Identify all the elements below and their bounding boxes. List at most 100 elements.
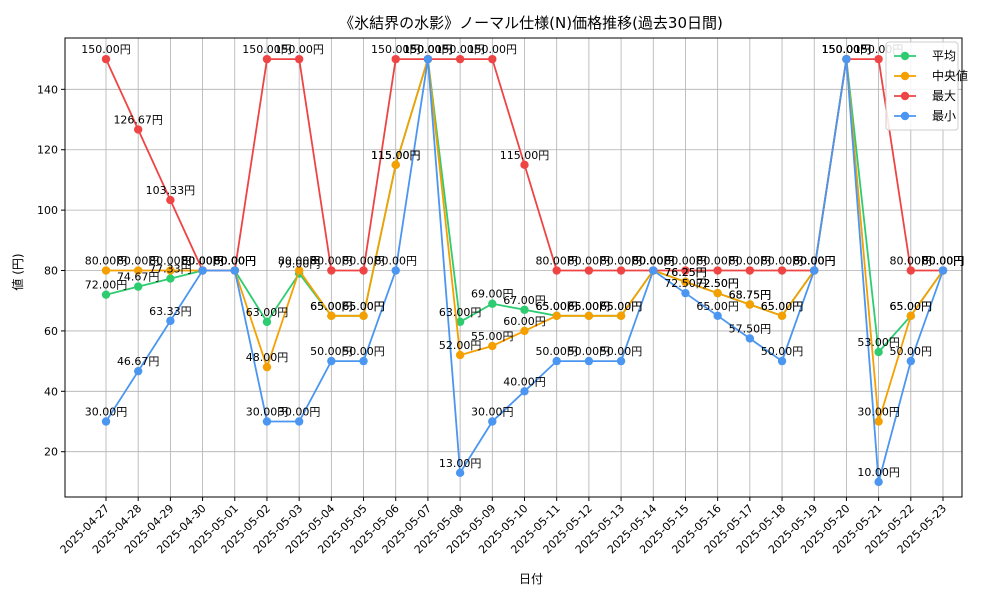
data-label: 65.00円	[310, 300, 353, 313]
data-label: 80.00円	[181, 255, 224, 268]
data-label: 63.00円	[246, 306, 289, 319]
data-label: 67.00円	[503, 294, 546, 307]
data-point	[166, 274, 175, 283]
data-point	[906, 311, 916, 321]
data-label: 50.00円	[342, 345, 385, 358]
data-label: 80.00円	[85, 255, 128, 268]
data-point	[133, 366, 143, 376]
data-point	[552, 356, 561, 366]
y-axis-label: 値 (円)	[10, 253, 25, 290]
legend-label: 平均	[932, 49, 956, 63]
data-point	[777, 356, 787, 366]
data-point	[327, 266, 336, 275]
data-point	[166, 195, 175, 205]
data-point	[294, 417, 304, 426]
data-label: 69.00円	[471, 288, 514, 301]
data-point	[777, 311, 787, 321]
data-label: 150.00円	[403, 43, 453, 56]
data-label: 150.00円	[371, 43, 421, 56]
data-point	[359, 356, 368, 366]
data-label: 150.00円	[435, 43, 485, 56]
data-point	[874, 417, 883, 426]
data-label: 150.00円	[403, 43, 453, 56]
data-point	[616, 311, 626, 321]
data-label: 80.00円	[793, 255, 836, 268]
data-label: 150.00円	[468, 43, 518, 56]
data-point	[359, 266, 368, 275]
data-point	[294, 266, 304, 275]
data-point	[488, 417, 497, 426]
data-point	[101, 266, 111, 275]
data-label: 80.00円	[214, 255, 257, 268]
data-point	[745, 266, 755, 275]
data-label: 76.25円	[664, 266, 707, 279]
data-point	[874, 54, 883, 64]
legend-label: 中央値	[932, 68, 968, 83]
data-point	[391, 160, 400, 170]
x-axis-label: 日付	[519, 572, 543, 586]
data-point	[327, 311, 336, 321]
legend-marker	[900, 51, 910, 61]
data-point	[488, 54, 497, 64]
data-label: 50.00円	[600, 345, 643, 358]
data-point	[584, 311, 594, 321]
data-label: 80.00円	[214, 255, 257, 268]
data-label: 150.00円	[822, 43, 872, 56]
data-label: 40.00円	[503, 375, 546, 388]
y-tick-label: 60	[44, 325, 58, 338]
data-label: 50.00円	[310, 345, 353, 358]
data-point	[294, 54, 304, 64]
data-point	[713, 266, 722, 275]
data-label: 115.00円	[500, 149, 550, 162]
data-point	[520, 305, 529, 314]
data-label: 77.33円	[149, 263, 192, 276]
data-point	[488, 299, 497, 308]
data-label: 80.00円	[632, 255, 675, 268]
data-label: 76.25円	[664, 266, 707, 279]
data-label: 80.00円	[181, 255, 224, 268]
data-point	[166, 316, 175, 326]
data-point	[133, 266, 143, 275]
data-label: 80.00円	[214, 255, 257, 268]
data-label: 80.00円	[632, 255, 675, 268]
data-label: 50.00円	[535, 345, 578, 358]
data-point	[745, 300, 755, 309]
data-label: 72.50円	[696, 277, 739, 290]
data-label: 65.00円	[535, 300, 578, 313]
data-point	[488, 341, 497, 351]
data-label: 80.00円	[374, 255, 417, 268]
data-label: 65.00円	[890, 300, 933, 313]
data-point	[391, 266, 400, 275]
legend-label: 最大	[932, 89, 956, 103]
data-point	[552, 311, 561, 321]
data-label: 80.00円	[696, 255, 739, 268]
data-point	[649, 266, 658, 275]
data-label: 103.33円	[146, 184, 196, 197]
data-point	[455, 54, 465, 64]
data-label: 80.00円	[214, 255, 257, 268]
data-label: 65.00円	[535, 300, 578, 313]
legend-box	[885, 41, 959, 131]
data-label: 80.00円	[278, 255, 321, 268]
data-point	[713, 288, 722, 298]
data-label: 80.00円	[342, 255, 385, 268]
y-tick-label: 40	[44, 385, 58, 398]
data-label: 65.00円	[600, 300, 643, 313]
data-label: 63.33円	[149, 305, 192, 318]
data-label: 80.00円	[922, 255, 965, 268]
legend-label: 最小	[932, 109, 956, 123]
legend-marker	[900, 71, 910, 81]
y-tick-label: 80	[44, 265, 58, 278]
data-point	[262, 317, 272, 327]
data-label: 80.00円	[632, 255, 675, 268]
data-label: 65.00円	[600, 300, 643, 313]
y-tick-label: 140	[37, 83, 58, 96]
data-point	[874, 477, 883, 487]
data-label: 150.00円	[403, 43, 453, 56]
data-label: 50.00円	[761, 345, 804, 358]
data-label: 65.00円	[568, 300, 611, 313]
data-label: 65.00円	[310, 300, 353, 313]
data-label: 30.00円	[278, 406, 321, 419]
data-point	[262, 417, 272, 426]
